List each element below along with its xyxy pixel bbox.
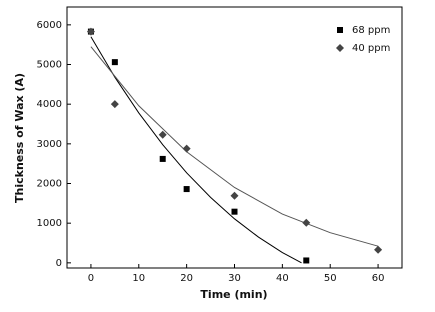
y-axis-title: Thickness of Wax (A) [13,73,26,203]
y-tick-label: 1000 [37,218,62,229]
fit-curve [90,46,379,247]
y-tick-label: 2000 [37,179,62,190]
y-tick-label: 3000 [37,139,62,150]
data-point [231,208,238,215]
fit-curve [90,36,302,264]
legend-marker [336,44,344,52]
data-point [86,27,95,36]
x-axis-title: Time (min) [200,288,267,301]
data-point [111,59,118,66]
y-tick-label: 6000 [37,20,62,31]
data-point [183,186,190,193]
data-point [302,218,311,227]
y-tick-label: 0 [56,258,62,269]
data-point [110,100,119,109]
data-point [158,130,167,139]
data-point [230,191,239,200]
x-tick-label: 60 [372,273,385,284]
x-tick-label: 10 [132,273,145,284]
y-tick-label: 4000 [37,99,62,110]
x-tick-label: 50 [324,273,337,284]
legend-label: 68 ppm [352,25,390,36]
x-tick-label: 40 [276,273,289,284]
data-point [374,245,383,254]
data-point [303,257,310,264]
y-tick-label: 5000 [37,60,62,71]
legend-label: 40 ppm [352,43,390,54]
data-point [182,144,191,153]
x-tick-label: 30 [228,273,241,284]
data-point [159,155,166,162]
x-tick-label: 20 [180,273,193,284]
x-tick-label: 0 [88,273,94,284]
legend-marker [337,27,343,33]
